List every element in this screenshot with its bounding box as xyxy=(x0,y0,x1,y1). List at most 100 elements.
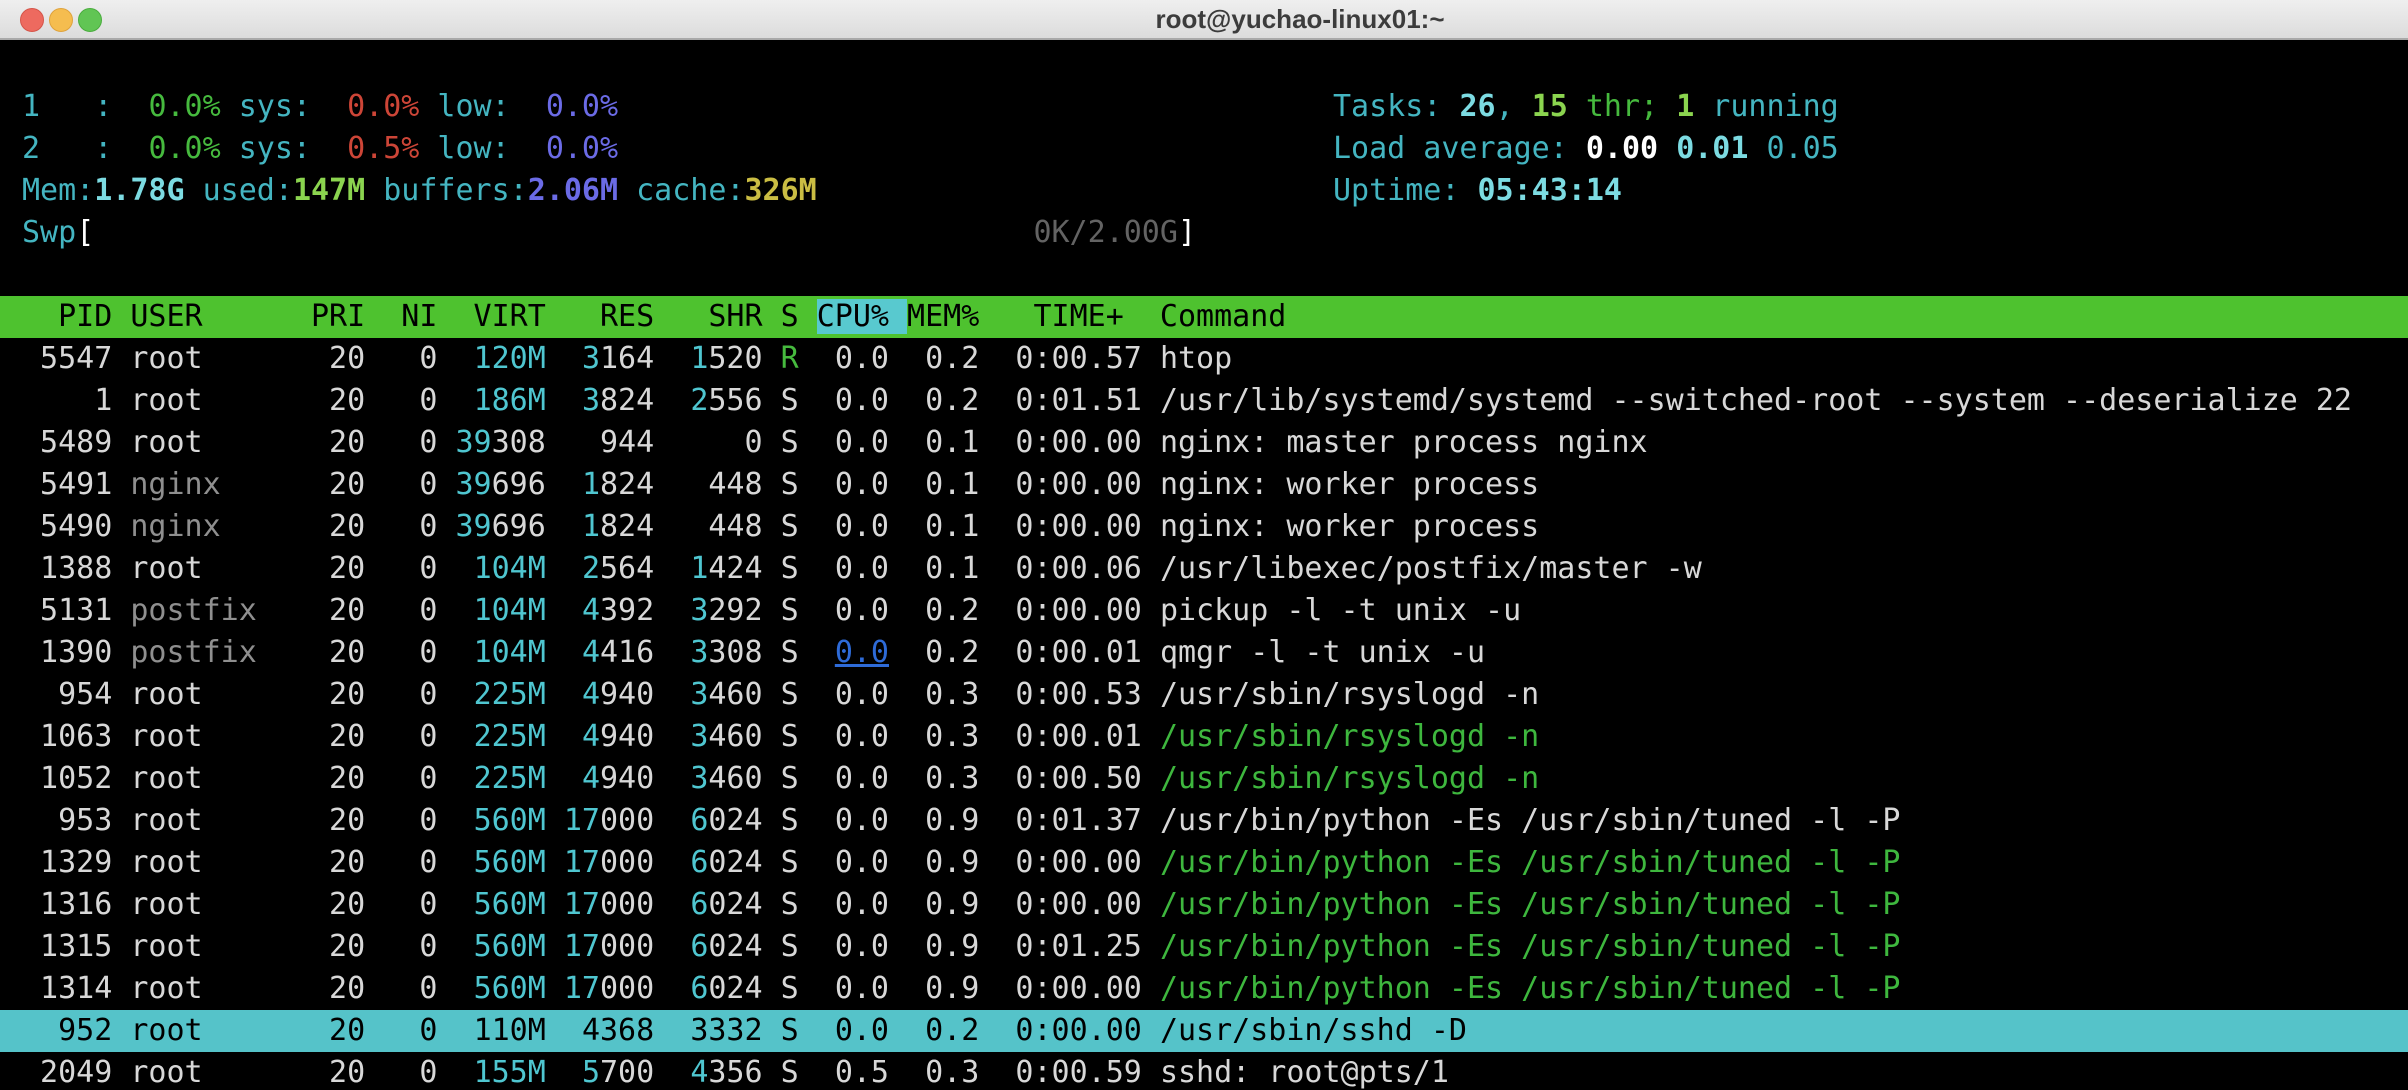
meter-token xyxy=(889,719,907,754)
meter-token: 0.3 xyxy=(907,719,980,754)
meter-token xyxy=(979,677,997,712)
meter-token: 147M xyxy=(292,173,366,208)
meter-token xyxy=(654,467,672,502)
meter-token: 0.2 xyxy=(907,341,980,376)
meter-token: 0.0 xyxy=(834,761,889,796)
meter-token xyxy=(654,677,672,712)
meter-token xyxy=(437,677,455,712)
meter-token: Tasks: xyxy=(1333,89,1460,124)
meter-token xyxy=(672,761,690,796)
meter-token xyxy=(799,551,817,586)
process-row-5131[interactable]: 5131 postfix 20 0 104M 4392 3292 S 0.0 0… xyxy=(0,590,2408,632)
header-columns[interactable]: PID USER PRI NI VIRT RES SHR S xyxy=(22,299,817,334)
meter-token: 0:00.00 xyxy=(997,593,1142,628)
process-row-1052[interactable]: 1052 root 20 0 225M 4940 3460 S 0.0 0.3 … xyxy=(0,758,2408,800)
meter-token: 5 xyxy=(581,1055,600,1090)
meter-token xyxy=(365,719,383,754)
meter-token: 2049 xyxy=(22,1055,113,1090)
meter-token: 560M xyxy=(473,929,546,964)
process-row-1[interactable]: 1 root 20 0 186M 3824 2556 S 0.0 0.2 0:0… xyxy=(0,380,2408,422)
process-row-1388[interactable]: 1388 root 20 0 104M 2564 1424 S 0.0 0.1 … xyxy=(0,548,2408,590)
meter-token: 000 xyxy=(600,929,655,964)
meter-token xyxy=(889,971,907,1006)
meter-token: 20 xyxy=(311,551,366,586)
process-row-953[interactable]: 953 root 20 0 560M 17000 6024 S 0.0 0.9 … xyxy=(0,800,2408,842)
process-row-1314[interactable]: 1314 root 20 0 560M 17000 6024 S 0.0 0.9… xyxy=(0,968,2408,1010)
meter-token xyxy=(672,467,708,502)
meter-token: 308 xyxy=(491,425,546,460)
meter-token xyxy=(799,677,817,712)
meter-token: 0.9 xyxy=(907,803,980,838)
meter-token xyxy=(654,1055,672,1090)
meter-token: 4 xyxy=(581,761,600,796)
meter-token: ; xyxy=(1640,89,1677,124)
process-row-1315[interactable]: 1315 root 20 0 560M 17000 6024 S 0.0 0.9… xyxy=(0,926,2408,968)
meter-token xyxy=(799,887,817,922)
process-row-2049[interactable]: 2049 root 20 0 155M 5700 4356 S 0.5 0.3 … xyxy=(0,1052,2408,1090)
process-row-5489[interactable]: 5489 root 20 0 39308 944 0 S 0.0 0.1 0:0… xyxy=(0,422,2408,464)
process-row-5490[interactable]: 5490 nginx 20 0 39696 1824 448 S 0.0 0.1… xyxy=(0,506,2408,548)
meter-token xyxy=(546,845,564,880)
meter-token xyxy=(365,761,383,796)
memory-meter: Mem:1.78G used:147M buffers:2.06M cache:… xyxy=(0,170,2408,212)
meter-token: S xyxy=(780,971,799,1006)
meter-token: 416 xyxy=(600,635,655,670)
meter-token xyxy=(437,971,455,1006)
meter-token: 20 xyxy=(311,341,366,376)
meter-token xyxy=(654,551,672,586)
meter-token xyxy=(817,929,835,964)
process-row-954[interactable]: 954 root 20 0 225M 4940 3460 S 0.0 0.3 0… xyxy=(0,674,2408,716)
meter-token xyxy=(564,341,582,376)
meter-token: , xyxy=(1495,89,1532,124)
process-row-1316[interactable]: 1316 root 20 0 560M 17000 6024 S 0.0 0.9… xyxy=(0,884,2408,926)
meter-token xyxy=(564,593,582,628)
cpu-meter-2: 2 : 0.0% sys: 0.5% low: 0.0% xyxy=(0,128,2408,170)
meter-token xyxy=(672,719,690,754)
header-columns[interactable]: MEM% TIME+ Command xyxy=(907,299,1287,334)
process-row-1329[interactable]: 1329 root 20 0 560M 17000 6024 S 0.0 0.9… xyxy=(0,842,2408,884)
meter-token: 940 xyxy=(600,677,655,712)
meter-token: 0.5 xyxy=(834,1055,889,1090)
meter-token xyxy=(437,551,455,586)
meter-token xyxy=(112,341,130,376)
meter-token: sys: xyxy=(220,89,348,124)
meter-token: S xyxy=(780,761,799,796)
meter-token: S xyxy=(780,719,799,754)
sort-column-cpu[interactable]: CPU% xyxy=(816,299,908,334)
process-row-5491[interactable]: 5491 nginx 20 0 39696 1824 448 S 0.0 0.1… xyxy=(0,464,2408,506)
meter-token: S xyxy=(780,803,799,838)
meter-token: /usr/lib/systemd/systemd --switched-root… xyxy=(1159,383,2352,418)
meter-token xyxy=(799,929,817,964)
meter-token: nginx: worker process xyxy=(1159,509,1540,544)
htop-screen[interactable]: 1 : 0.0% sys: 0.0% low: 0.0% 2 : 0.0% sys… xyxy=(0,40,2408,1090)
meter-token xyxy=(654,593,672,628)
meter-token xyxy=(564,719,582,754)
meter-token xyxy=(293,677,311,712)
meter-token xyxy=(546,1013,564,1048)
meter-token: 1 xyxy=(22,383,113,418)
meter-token: 0 xyxy=(383,509,438,544)
process-row-1063[interactable]: 1063 root 20 0 225M 4940 3460 S 0.0 0.3 … xyxy=(0,716,2408,758)
meter-token: 0.9 xyxy=(907,887,980,922)
meter-token xyxy=(437,425,455,460)
load-average-meter: Load average: 0.00 0.01 0.05 xyxy=(1333,128,1839,170)
meter-token xyxy=(564,467,582,502)
meter-token: 460 xyxy=(708,761,763,796)
meter-token: 024 xyxy=(708,845,763,880)
maximize-button[interactable] xyxy=(78,8,102,32)
meter-token xyxy=(672,425,744,460)
minimize-button[interactable] xyxy=(49,8,73,32)
meter-token: 0 xyxy=(383,719,438,754)
meter-token: /usr/bin/python -Es /usr/sbin/tuned -l -… xyxy=(1159,803,1901,838)
meter-token xyxy=(456,383,474,418)
meter-token: S xyxy=(780,887,799,922)
meter-token xyxy=(546,887,564,922)
close-button[interactable] xyxy=(20,8,44,32)
meter-token xyxy=(979,929,997,964)
process-row-5547[interactable]: 5547 root 20 0 120M 3164 1520 R 0.0 0.2 … xyxy=(0,338,2408,380)
process-row-1390[interactable]: 1390 postfix 20 0 104M 4416 3308 S 0.0 0… xyxy=(0,632,2408,674)
process-row-952[interactable]: 952 root 20 0 110M 4368 3332 S 0.0 0.2 0… xyxy=(0,1010,2408,1052)
meter-token: S xyxy=(780,1013,799,1048)
meter-token xyxy=(979,383,997,418)
process-table-header[interactable]: PID USER PRI NI VIRT RES SHR S CPU% MEM%… xyxy=(0,296,2408,338)
